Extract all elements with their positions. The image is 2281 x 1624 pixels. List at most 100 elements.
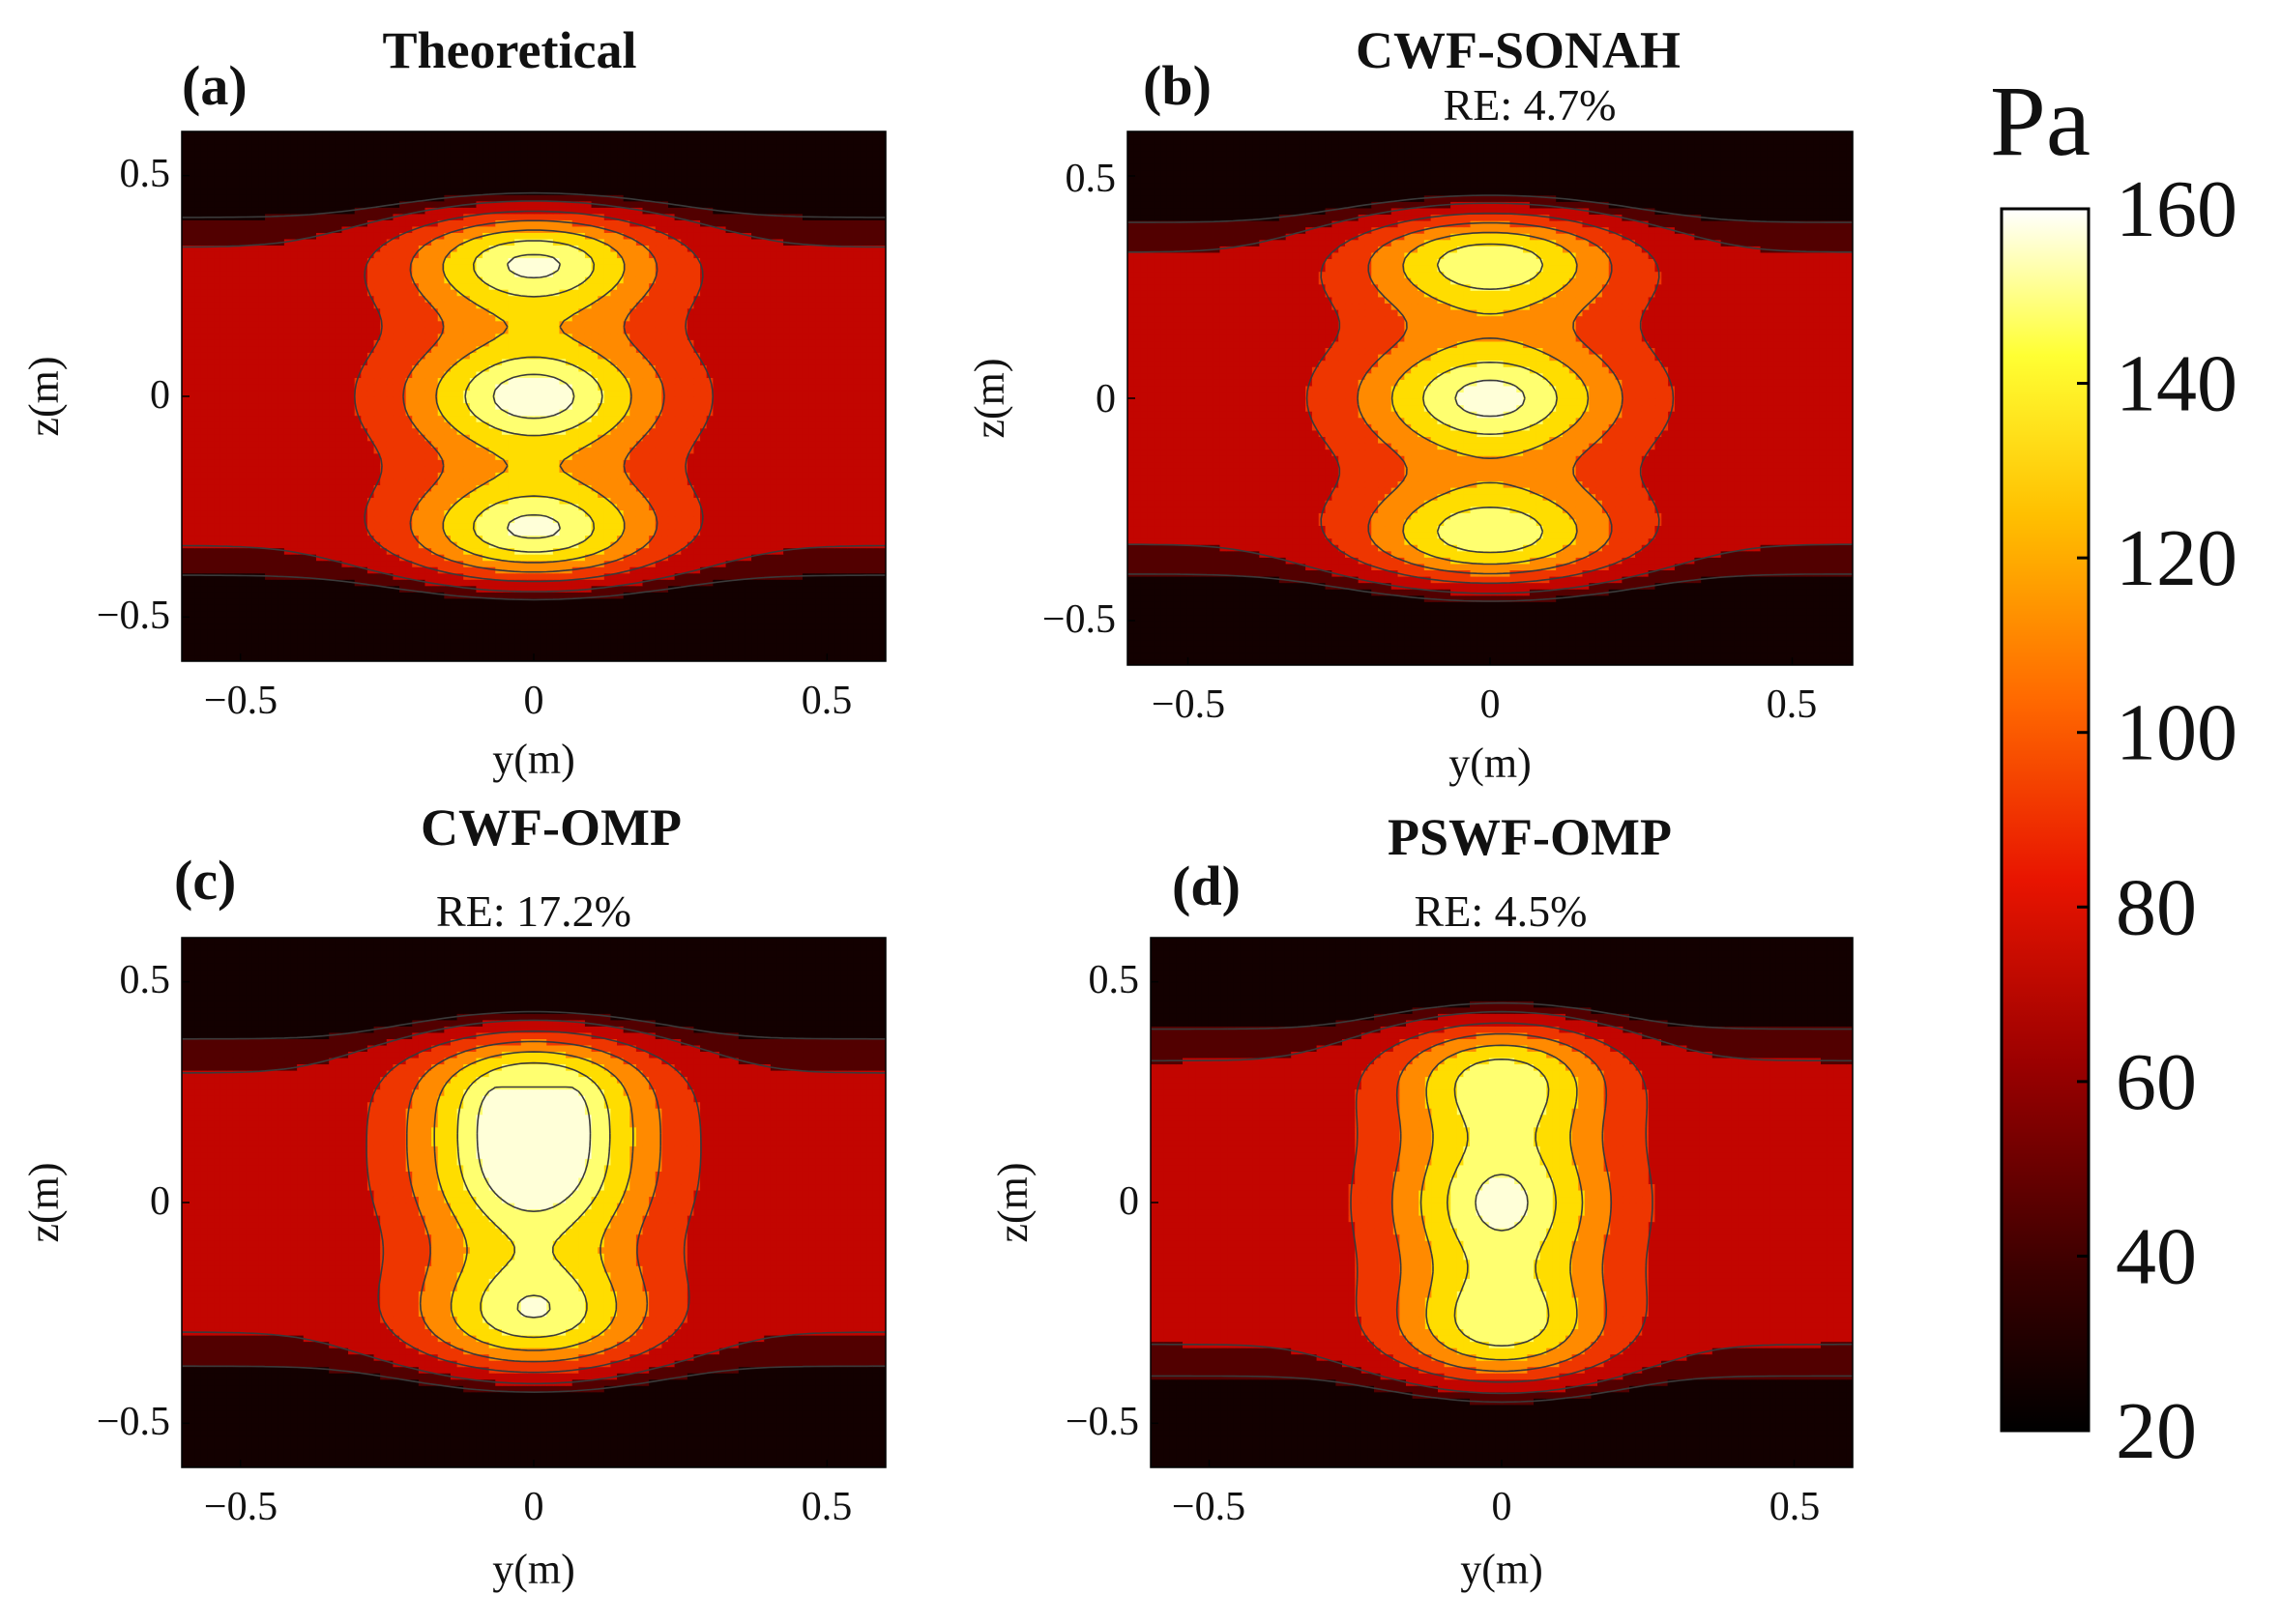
contour-cell [725, 554, 733, 562]
contour-cell [483, 541, 490, 549]
contour-cell [194, 390, 202, 397]
contour-cell [552, 452, 561, 460]
contour-cell [476, 503, 483, 511]
contour-cell [283, 497, 292, 505]
contour-cell [297, 390, 305, 397]
contour-cell [732, 529, 740, 536]
contour-cell [309, 566, 317, 574]
contour-cell [335, 547, 343, 555]
contour-cell [399, 629, 407, 637]
contour-cell [219, 579, 227, 587]
contour-cell [808, 452, 816, 460]
contour-cell [591, 478, 599, 485]
contour-cell [182, 554, 190, 562]
contour-cell [866, 497, 874, 505]
contour-cell [418, 635, 426, 644]
contour-cell [534, 522, 541, 530]
contour-cell [713, 610, 720, 618]
contour-cell [488, 383, 496, 392]
contour-cell [258, 592, 266, 599]
contour-cell [783, 478, 791, 485]
contour-cell [246, 509, 253, 517]
contour-cell [258, 509, 266, 517]
contour-cell [309, 617, 317, 624]
contour-cell [297, 370, 305, 379]
contour-cell [456, 377, 464, 385]
contour-cell [501, 592, 510, 599]
contour-cell [258, 452, 266, 460]
contour-cell [315, 629, 324, 637]
contour-cell [764, 566, 772, 574]
contour-cell [571, 522, 579, 530]
contour-cell [840, 585, 848, 593]
contour-cell [290, 654, 298, 661]
contour-cell [405, 554, 413, 562]
contour-cell [757, 515, 765, 524]
contour-cell [424, 642, 432, 650]
contour-cell [361, 459, 368, 467]
contour-cell [239, 402, 247, 410]
contour-cell [271, 585, 278, 593]
contour-cell [354, 572, 362, 580]
contour-cell [258, 490, 266, 498]
contour-cell [789, 522, 797, 530]
contour-cell [527, 617, 535, 624]
contour-cell [566, 629, 573, 637]
contour-cell [706, 642, 714, 650]
contour-cell [527, 396, 535, 404]
contour-cell [808, 541, 816, 549]
contour-cell [751, 585, 759, 593]
contour-cell [335, 635, 343, 644]
contour-cell [219, 654, 227, 661]
contour-cell [693, 617, 701, 624]
contour-cell [821, 447, 830, 454]
contour-cell [239, 421, 247, 429]
contour-cell [700, 604, 708, 612]
contour-cell [226, 396, 234, 404]
contour-cell [860, 547, 867, 555]
contour-cell [271, 529, 278, 536]
contour-cell [642, 579, 650, 587]
contour-cell [315, 529, 324, 536]
contour-cell [508, 566, 515, 574]
contour-cell [552, 447, 561, 454]
contour-cell [361, 623, 368, 630]
contour-cell [796, 409, 804, 417]
contour-cell [834, 377, 842, 385]
contour-cell [290, 484, 298, 492]
contour-cell [681, 566, 688, 574]
contour-cell [399, 529, 407, 536]
contour-cell [789, 610, 797, 618]
contour-cell [239, 484, 247, 492]
contour-cell [764, 572, 772, 580]
contour-cell [751, 503, 759, 511]
contour-cell [239, 383, 247, 392]
contour-cell [501, 547, 510, 555]
contour-cell [610, 635, 618, 644]
contour-cell [380, 635, 388, 644]
contour-cell [386, 427, 394, 435]
contour-cell [450, 478, 458, 485]
contour-cell [776, 434, 784, 442]
contour-cell [194, 654, 202, 661]
contour-cell [251, 509, 260, 517]
contour-cell [681, 579, 688, 587]
contour-cell [834, 541, 842, 549]
contour-cell [642, 585, 650, 593]
contour-cell [559, 604, 567, 612]
contour-cell [681, 497, 688, 505]
contour-cell [361, 478, 368, 485]
contour-cell [488, 415, 496, 422]
contour-cell [578, 566, 586, 574]
contour-cell [226, 509, 234, 517]
contour-cell [214, 529, 221, 536]
contour-cell [232, 522, 241, 530]
contour-cell [232, 447, 241, 454]
contour-cell [418, 623, 426, 630]
contour-cell [437, 541, 445, 549]
contour-cell [341, 465, 349, 473]
contour-cell [693, 465, 701, 473]
contour-cell [808, 434, 816, 442]
contour-cell [226, 535, 234, 542]
contour-cell [405, 484, 413, 492]
